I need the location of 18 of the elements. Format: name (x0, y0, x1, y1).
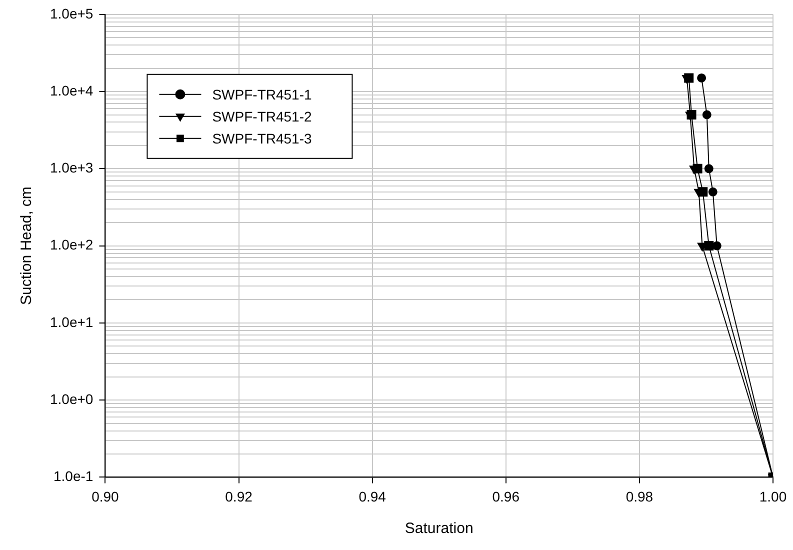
y-tick-label: 1.0e+4 (50, 82, 94, 98)
y-tick-label: 1.0e+2 (50, 236, 94, 253)
x-tick-label: 0.98 (626, 488, 654, 504)
y-tick-label: 1.0e+1 (50, 314, 94, 330)
x-tick-label: 0.92 (225, 488, 253, 504)
y-tick-label: 1.0e-1 (54, 468, 94, 484)
x-tick-label: 1.00 (759, 488, 787, 504)
x-tick-label: 0.90 (92, 488, 120, 504)
y-tick-label: 1.0e+5 (50, 5, 94, 22)
y-axis-title: Suction Head, cm (18, 186, 36, 305)
x-tick-label: 0.96 (492, 488, 520, 504)
legend-label: SWPF-TR451-2 (212, 108, 312, 124)
legend-label: SWPF-TR451-3 (212, 130, 312, 146)
x-axis-title: Saturation (404, 520, 474, 538)
x-tick-label: 0.94 (358, 488, 386, 504)
legend-label: SWPF-TR451-1 (212, 86, 312, 102)
y-tick-label: 1.0e+0 (50, 390, 94, 407)
y-tick-label: 1.0e+3 (50, 160, 94, 176)
